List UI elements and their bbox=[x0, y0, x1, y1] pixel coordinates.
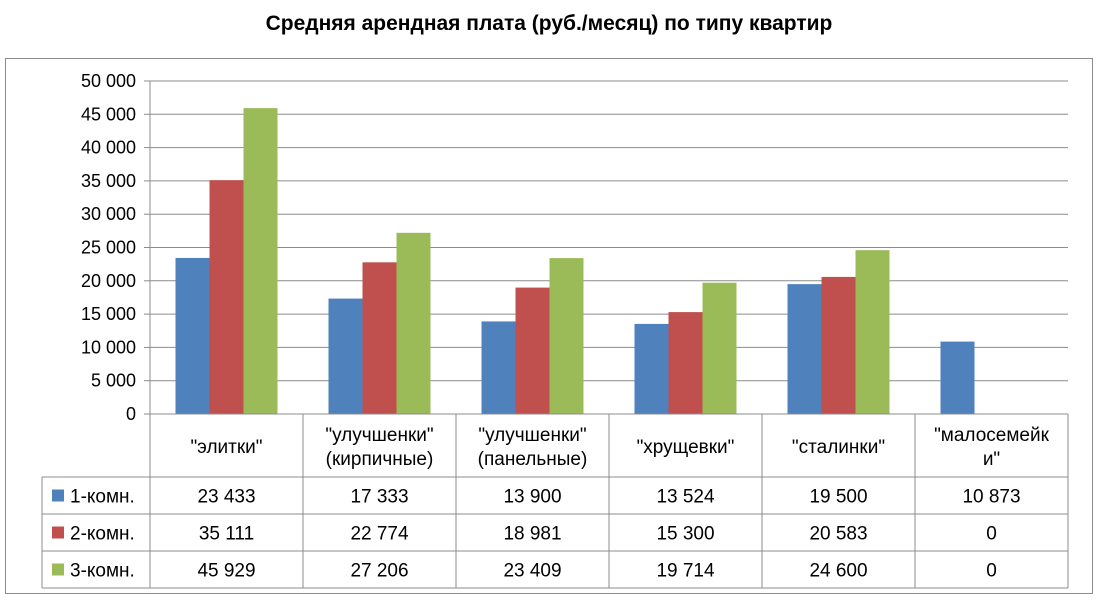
bar bbox=[855, 250, 890, 414]
data-table-value: 22 774 bbox=[350, 524, 409, 545]
bar bbox=[396, 232, 431, 414]
bar bbox=[328, 298, 363, 414]
data-table-value: 24 600 bbox=[809, 561, 867, 582]
data-table-value: 19 500 bbox=[809, 487, 867, 508]
data-table-value: 18 981 bbox=[503, 524, 561, 545]
y-tick-label: 35 000 bbox=[81, 171, 136, 191]
y-tick-label: 25 000 bbox=[81, 238, 136, 258]
data-table-value: 19 714 bbox=[656, 561, 715, 582]
category-label: "улучшенки" bbox=[478, 425, 586, 446]
data-table-value: 23 409 bbox=[503, 561, 561, 582]
y-tick-label: 20 000 bbox=[81, 271, 136, 291]
y-tick-label: 10 000 bbox=[81, 337, 136, 357]
bar bbox=[821, 276, 856, 414]
y-tick-label: 0 bbox=[126, 404, 136, 424]
data-table-value: 20 583 bbox=[809, 524, 867, 545]
category-label: "малосемейк bbox=[934, 425, 1050, 446]
category-label: "сталинки" bbox=[792, 437, 885, 458]
category-label: "элитки" bbox=[190, 437, 262, 458]
data-table-value: 10 873 bbox=[962, 487, 1020, 508]
bar bbox=[481, 321, 516, 414]
category-label: (панельные) bbox=[478, 449, 588, 470]
chart-frame bbox=[5, 58, 1093, 594]
legend-key bbox=[52, 526, 64, 539]
bar bbox=[549, 258, 584, 414]
bar bbox=[209, 180, 244, 414]
data-table-value: 0 bbox=[986, 561, 997, 582]
bar bbox=[940, 341, 975, 414]
bar bbox=[787, 284, 822, 414]
legend-label: 1-комн. bbox=[70, 487, 135, 508]
legend-label: 3-комн. bbox=[70, 561, 135, 582]
bar bbox=[515, 287, 550, 414]
legend-key bbox=[52, 563, 64, 576]
bar bbox=[702, 282, 737, 414]
data-table-value: 23 433 bbox=[197, 487, 255, 508]
bar bbox=[634, 323, 669, 414]
data-table-value: 13 900 bbox=[503, 487, 561, 508]
bar bbox=[362, 262, 397, 414]
data-table-value: 35 111 bbox=[199, 524, 254, 545]
data-table-value: 17 333 bbox=[350, 487, 408, 508]
bar bbox=[668, 312, 703, 414]
category-label: (кирпичные) bbox=[326, 449, 434, 470]
legend-key bbox=[52, 489, 64, 502]
y-tick-label: 45 000 bbox=[81, 104, 136, 124]
category-label: "хрущевки" bbox=[637, 437, 735, 458]
category-label: "улучшенки" bbox=[325, 425, 433, 446]
data-table-value: 0 bbox=[986, 524, 997, 545]
y-tick-label: 50 000 bbox=[81, 71, 136, 91]
data-table-value: 45 929 bbox=[197, 561, 255, 582]
y-tick-label: 30 000 bbox=[81, 204, 136, 224]
bar bbox=[243, 108, 278, 415]
data-table-value: 15 300 bbox=[656, 524, 714, 545]
y-tick-label: 40 000 bbox=[81, 138, 136, 158]
y-tick-label: 5 000 bbox=[91, 371, 136, 391]
data-table-value: 27 206 bbox=[350, 561, 408, 582]
chart-title: Средняя арендная плата (руб./месяц) по т… bbox=[265, 12, 833, 35]
category-label: и" bbox=[983, 449, 1000, 470]
legend-label: 2-комн. bbox=[70, 524, 135, 545]
data-table-value: 13 524 bbox=[656, 487, 715, 508]
bar bbox=[175, 257, 210, 414]
y-tick-label: 15 000 bbox=[81, 304, 136, 324]
